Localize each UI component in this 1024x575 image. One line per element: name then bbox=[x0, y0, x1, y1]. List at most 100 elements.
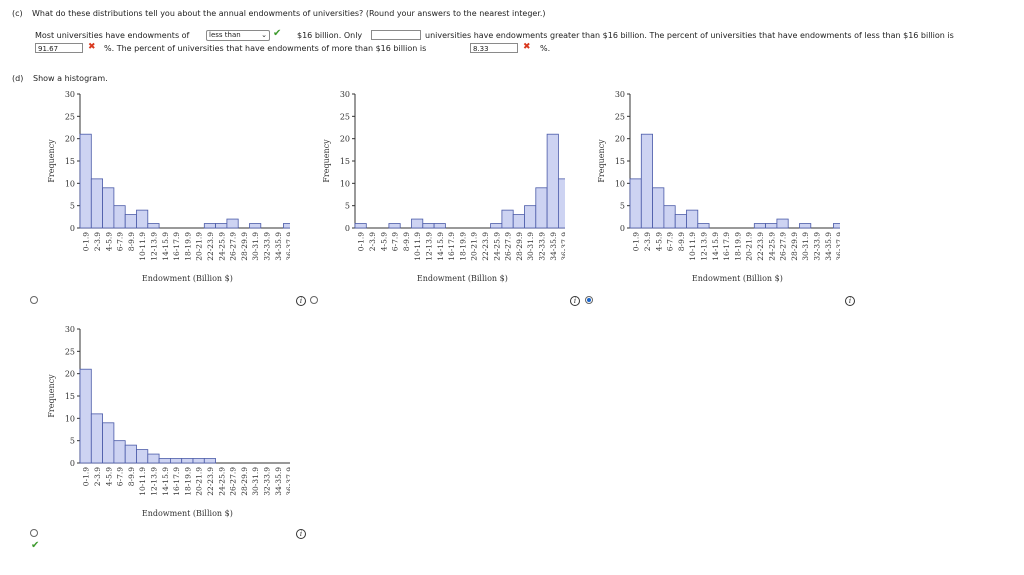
x-tick-label: 12-13.9 bbox=[699, 232, 708, 261]
y-tick-label: 30 bbox=[65, 90, 75, 99]
y-axis-label: Frequency bbox=[47, 139, 56, 183]
y-tick-label: 30 bbox=[340, 90, 350, 99]
x-tick-label: 22-23.9 bbox=[756, 232, 765, 261]
histogram-bar bbox=[113, 205, 126, 229]
y-tick-label: 5 bbox=[70, 202, 75, 211]
y-tick-label: 10 bbox=[615, 179, 625, 188]
x-tick-label: 36-37.9 bbox=[560, 232, 565, 261]
y-tick-label: 5 bbox=[70, 437, 75, 446]
info-icon[interactable]: i bbox=[570, 296, 580, 306]
x-tick-label: 12-13.9 bbox=[149, 467, 158, 496]
x-tick-label: 0-1.9 bbox=[357, 232, 366, 251]
x-tick-label: 18-19.9 bbox=[183, 467, 192, 496]
x-tick-label: 16-17.9 bbox=[447, 232, 456, 261]
histogram-bar bbox=[192, 458, 205, 464]
x-tick-label: 20-21.9 bbox=[470, 232, 479, 261]
y-tick-label: 20 bbox=[65, 135, 75, 144]
histogram-bar bbox=[147, 223, 160, 229]
x-tick-label: 0-1.9 bbox=[82, 467, 91, 486]
histogram-bar bbox=[422, 223, 435, 229]
info-icon[interactable]: i bbox=[296, 529, 306, 539]
x-tick-label: 12-13.9 bbox=[149, 232, 158, 261]
x-tick-label: 32-33.9 bbox=[262, 467, 271, 496]
y-tick-label: 5 bbox=[620, 202, 625, 211]
x-tick-label: 18-19.9 bbox=[183, 232, 192, 261]
y-tick-label: 15 bbox=[340, 157, 350, 166]
histogram-bar bbox=[686, 209, 699, 229]
x-tick-label: 20-21.9 bbox=[195, 467, 204, 496]
part-c-label: (c) bbox=[12, 9, 23, 18]
part-d-label: (d) bbox=[12, 74, 24, 83]
histogram-bar bbox=[490, 223, 503, 229]
x-tick-label: 22-23.9 bbox=[206, 232, 215, 261]
histogram-option-1: 0 5 10 15 20 25 30 0-1.9 2-3.9 4-5.9 6-7.9 8-9.9 10-… bbox=[47, 90, 290, 283]
x-tick-label: 30-31.9 bbox=[801, 232, 810, 261]
x-tick-label: 14-15.9 bbox=[711, 232, 720, 261]
histogram-bar bbox=[226, 218, 239, 229]
x-tick-label: 10-11.9 bbox=[138, 232, 147, 261]
x-tick-label: 32-33.9 bbox=[537, 232, 546, 261]
sentence-part-4: %. The percent of universities that have… bbox=[104, 44, 427, 53]
x-tick-label: 34-35.9 bbox=[549, 232, 558, 261]
histogram-bar bbox=[79, 368, 92, 464]
histogram-bar bbox=[102, 422, 115, 464]
sentence-part-5: %. bbox=[540, 44, 551, 53]
y-tick-label: 20 bbox=[65, 370, 75, 379]
histogram-bar bbox=[512, 214, 525, 229]
y-tick-label: 0 bbox=[70, 224, 75, 233]
part-d-prompt: Show a histogram. bbox=[33, 74, 108, 83]
histogram-bar bbox=[629, 178, 642, 229]
histogram-bar bbox=[765, 223, 778, 229]
percent-less-input[interactable]: 91.67 bbox=[35, 43, 83, 53]
x-tick-label: 16-17.9 bbox=[722, 232, 731, 261]
x-tick-label: 28-29.9 bbox=[240, 467, 249, 496]
info-icon[interactable]: i bbox=[296, 296, 306, 306]
sentence-part-3: universities have endowments greater tha… bbox=[425, 31, 954, 40]
x-tick-label: 4-5.9 bbox=[104, 467, 113, 486]
x-tick-label: 28-29.9 bbox=[240, 232, 249, 261]
y-axis-label: Frequency bbox=[47, 374, 56, 418]
select-value: less than bbox=[209, 31, 241, 39]
histogram-bar bbox=[249, 223, 262, 229]
histogram-bar bbox=[282, 223, 290, 229]
x-tick-label: 18-19.9 bbox=[733, 232, 742, 261]
histogram-bar bbox=[753, 223, 767, 229]
universities-count-input[interactable] bbox=[371, 30, 421, 40]
x-tick-label: 2-3.9 bbox=[93, 467, 102, 486]
x-tick-label: 4-5.9 bbox=[654, 232, 663, 251]
option-1-radio[interactable] bbox=[30, 296, 38, 304]
histogram-bar bbox=[90, 413, 103, 464]
histogram-bar bbox=[181, 458, 194, 464]
info-icon[interactable]: i bbox=[845, 296, 855, 306]
x-tick-label: 26-27.9 bbox=[504, 232, 513, 261]
option-4-radio[interactable] bbox=[30, 529, 38, 537]
histogram-bar bbox=[524, 205, 537, 229]
x-tick-label: 14-15.9 bbox=[161, 467, 170, 496]
x-axis-label: Endowment (Billion $) bbox=[142, 274, 233, 283]
histogram-bar bbox=[663, 205, 676, 229]
x-tick-label: 36-37.9 bbox=[835, 232, 840, 261]
histogram-bar bbox=[124, 444, 137, 464]
x-tick-label: 2-3.9 bbox=[643, 232, 652, 251]
percent-more-input[interactable]: 8.33 bbox=[470, 43, 518, 53]
option-2-radio[interactable] bbox=[310, 296, 318, 304]
x-tick-label: 32-33.9 bbox=[812, 232, 821, 261]
histogram-bar bbox=[832, 223, 840, 229]
x-tick-label: 16-17.9 bbox=[172, 232, 181, 261]
histogram-option-2: 0 5 10 15 20 25 30 0-1.9 2-3.9 4-5.9 6-7.9 8-9.9 10-… bbox=[322, 90, 565, 283]
x-tick-label: 34-35.9 bbox=[274, 467, 283, 496]
option-3-radio[interactable] bbox=[585, 296, 593, 304]
x-tick-label: 10-11.9 bbox=[688, 232, 697, 261]
x-tick-label: 14-15.9 bbox=[436, 232, 445, 261]
y-tick-label: 10 bbox=[65, 414, 75, 423]
x-tick-label: 4-5.9 bbox=[104, 232, 113, 251]
histogram-bar bbox=[501, 209, 514, 229]
histogram-bar bbox=[203, 223, 217, 229]
y-tick-label: 0 bbox=[345, 224, 350, 233]
x-axis-label: Endowment (Billion $) bbox=[142, 509, 233, 518]
endowment-comparison-select[interactable]: less than ⌄ bbox=[206, 30, 270, 41]
y-tick-label: 25 bbox=[340, 112, 350, 121]
chevron-down-icon: ⌄ bbox=[261, 31, 267, 39]
x-tick-label: 2-3.9 bbox=[368, 232, 377, 251]
histogram-bar bbox=[433, 223, 446, 229]
